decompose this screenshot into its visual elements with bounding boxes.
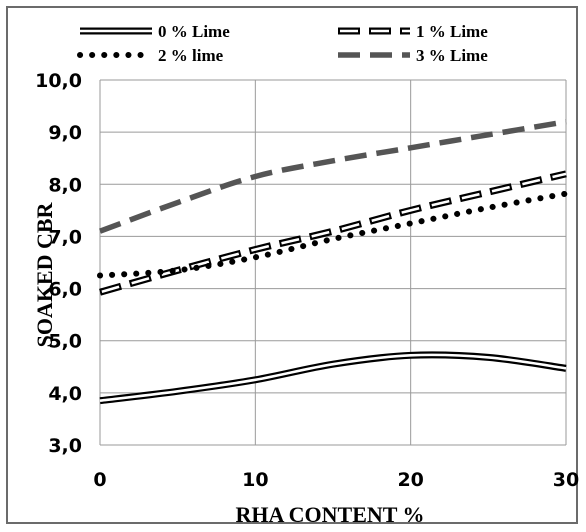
y-tick-label: 8,0 xyxy=(48,174,82,196)
series-line-1-inner xyxy=(99,172,567,294)
y-tick-label: 3,0 xyxy=(48,435,82,457)
y-tick-label: 7,0 xyxy=(48,226,82,248)
y-tick-label: 6,0 xyxy=(48,279,82,301)
series-line-3 xyxy=(99,119,567,234)
chart-frame xyxy=(6,6,578,524)
legend-label: 2 % lime xyxy=(158,46,224,65)
x-axis-title: RHA CONTENT % xyxy=(235,502,424,527)
x-tick-label: 0 xyxy=(93,469,106,491)
x-tick-label: 10 xyxy=(242,469,268,491)
series-lines xyxy=(97,119,569,405)
y-tick-labels: 3,0 4,0 5,0 6,0 7,0 8,0 9,0 10,0 xyxy=(35,70,82,457)
legend-label: 1 % Lime xyxy=(416,22,488,41)
series-line-0-inner xyxy=(99,353,567,402)
y-tick-label: 5,0 xyxy=(48,331,82,353)
x-tick-label: 20 xyxy=(397,469,423,491)
y-tick-label: 9,0 xyxy=(48,122,82,144)
y-tick-label: 10,0 xyxy=(35,70,82,92)
y-axis-title: SOAKED CBR xyxy=(32,201,57,347)
series-line-0 xyxy=(99,351,567,405)
y-tick-label: 4,0 xyxy=(48,383,82,405)
x-tick-labels: 0 10 20 30 xyxy=(93,469,579,491)
legend: 0 % Lime 1 % Lime 2 % lime 3 % Lime xyxy=(77,22,488,65)
legend-label: 3 % Lime xyxy=(416,46,488,65)
x-tick-label: 30 xyxy=(553,469,579,491)
legend-label: 0 % Lime xyxy=(158,22,230,41)
